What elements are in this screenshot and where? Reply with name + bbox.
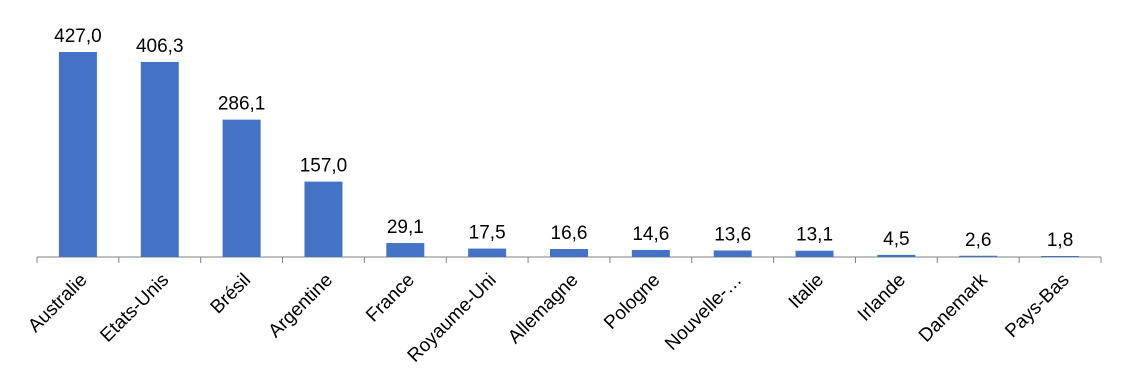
bar (959, 255, 998, 257)
data-label: 157,0 (300, 156, 348, 177)
bar (304, 181, 343, 257)
bar (1041, 256, 1080, 257)
data-label: 427,0 (54, 26, 102, 47)
data-label: 13,6 (714, 224, 751, 245)
x-axis (36, 256, 1102, 263)
category-label: France (362, 270, 419, 327)
bar (222, 119, 261, 257)
category-label: Etats-Unis (96, 270, 173, 347)
bar (550, 249, 588, 257)
data-label: 14,6 (632, 224, 669, 245)
category-label: Brésil (207, 270, 255, 318)
data-label: 4,5 (883, 229, 909, 250)
bar (468, 248, 507, 257)
bar (58, 52, 97, 257)
category-label: Irlande (854, 270, 910, 326)
data-label: 406,3 (136, 36, 184, 57)
data-label: 16,6 (551, 223, 588, 244)
data-label: 286,1 (218, 94, 266, 115)
category-label: Pays-Bas (1001, 270, 1073, 342)
data-label: 29,1 (387, 217, 424, 238)
bar (140, 61, 179, 257)
bar (795, 250, 834, 257)
bar (877, 254, 916, 257)
data-label: 13,1 (796, 225, 833, 246)
data-labels: 427,0 406,3 286,1 157,0 29,1 17,5 16,6 14,6 13,6… (54, 26, 1073, 251)
bar (713, 250, 752, 257)
category-label: Nouvelle-… (661, 270, 746, 355)
category-label: Pologne (600, 270, 664, 334)
bars (58, 52, 1080, 257)
data-label: 17,5 (469, 223, 506, 244)
bar (631, 249, 670, 257)
category-label: Danemark (915, 269, 992, 346)
data-label: 2,6 (965, 230, 991, 251)
category-label: Australie (24, 270, 91, 337)
category-label: Italie (785, 270, 828, 313)
bar (386, 243, 425, 257)
category-label: Allemagne (504, 270, 582, 348)
category-label: Argentine (265, 270, 337, 342)
data-label: 1,8 (1047, 230, 1073, 251)
category-labels: Australie Etats-Unis Brésil Argentine France… (24, 269, 1073, 366)
